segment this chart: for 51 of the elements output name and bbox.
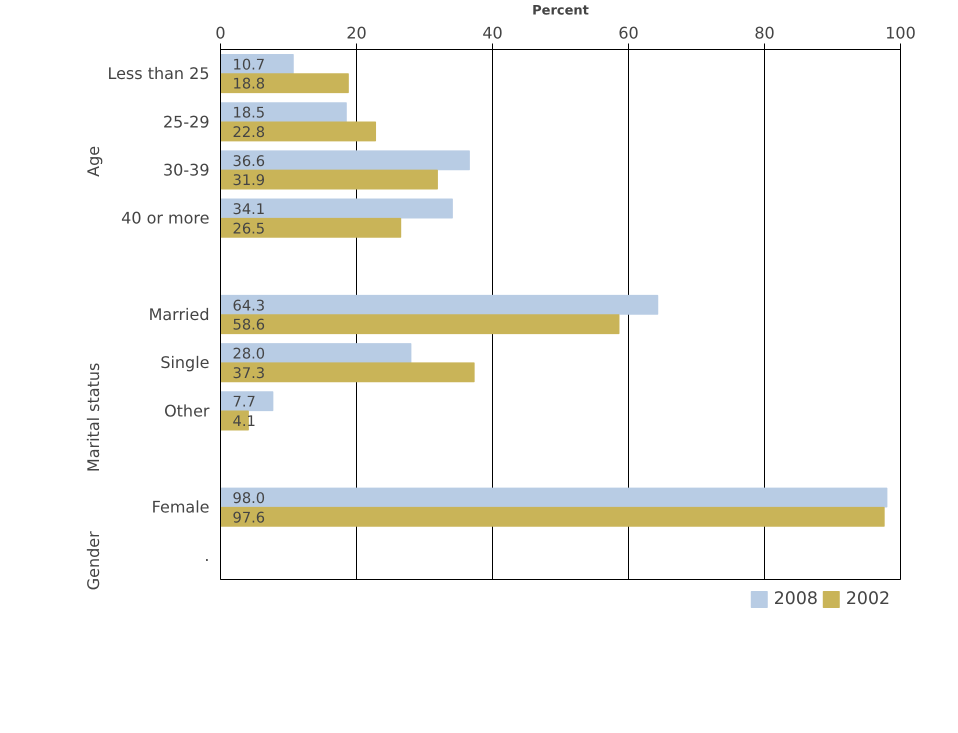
data-label: 7.7 [232, 394, 256, 411]
bar [220, 488, 888, 508]
legend-label: 2002 [846, 589, 890, 609]
x-tick-label: 0 [215, 24, 226, 42]
y-tick-label: Less than 25 [107, 64, 210, 84]
x-tick-label: 80 [754, 24, 775, 42]
bar [220, 506, 885, 527]
bar [220, 150, 470, 170]
x-tick-label: 60 [618, 24, 639, 42]
data-label: 34.1 [232, 201, 266, 218]
bar [220, 54, 294, 74]
data-label: 36.6 [232, 152, 266, 170]
data-label: 28.0 [232, 346, 266, 363]
bar [220, 294, 658, 315]
data-label: 26.5 [232, 220, 266, 238]
bar [220, 362, 475, 382]
bar [220, 218, 402, 238]
y-tick-label: Single [160, 353, 210, 372]
bar [220, 198, 453, 218]
data-label: 31.9 [232, 172, 266, 190]
y-tick-label: . [204, 546, 210, 565]
text: Age [84, 146, 103, 177]
bar [220, 314, 620, 334]
data-label: 37.3 [232, 364, 266, 382]
x-tick-label: 40 [482, 24, 503, 42]
bar [220, 102, 347, 122]
text: Marital status [84, 362, 103, 472]
data-label: 64.3 [232, 297, 266, 314]
x-tick-label: 20 [346, 24, 367, 42]
y-tick-label: 30-39 [163, 160, 210, 180]
data-label: 18.5 [232, 104, 266, 122]
data-label: 22.8 [232, 124, 266, 141]
y-tick-label: Female [152, 498, 210, 517]
y-tick-label: Married [148, 305, 210, 324]
x-tick-label: 100 [885, 24, 916, 42]
y-tick-label: 25-29 [163, 112, 210, 132]
bar [220, 391, 274, 412]
data-label: 18.8 [232, 76, 266, 93]
text: Gender [84, 530, 103, 590]
bar [220, 73, 349, 94]
legend-label: 2008 [774, 589, 818, 609]
data-label: 98.0 [232, 490, 266, 508]
bar [220, 170, 438, 190]
y-tick-label: Other [164, 401, 210, 420]
y-tick-label: 40 or more [121, 208, 210, 228]
data-label: 58.6 [232, 316, 266, 334]
data-label: 97.6 [232, 509, 266, 526]
bar [220, 343, 412, 363]
data-label: 10.7 [232, 56, 266, 74]
bar [220, 121, 376, 142]
x-axis-title: Percent [532, 4, 589, 18]
